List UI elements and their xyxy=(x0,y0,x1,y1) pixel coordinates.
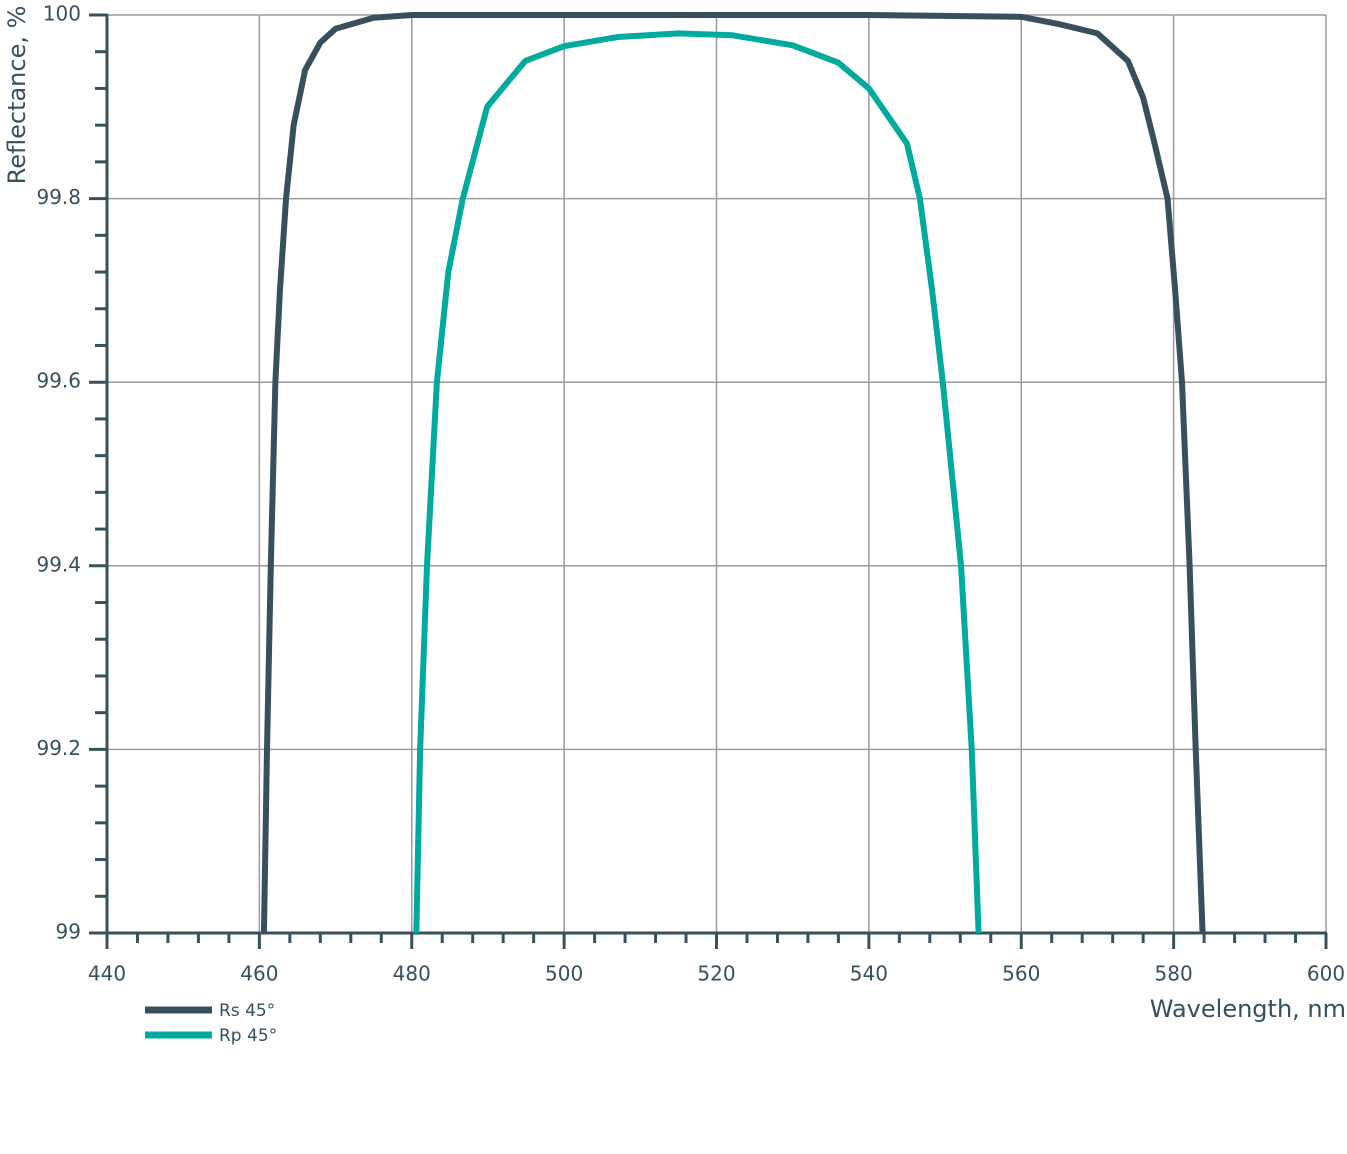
x-tick-label: 480 xyxy=(393,962,431,986)
x-axis-label: Wavelength, nm xyxy=(1150,995,1346,1023)
x-tick-label: 600 xyxy=(1307,962,1345,986)
y-tick-label: 99.6 xyxy=(36,369,81,393)
x-tick-label: 520 xyxy=(697,962,735,986)
y-tick-label: 99.8 xyxy=(36,185,81,209)
x-tick-label: 540 xyxy=(850,962,888,986)
y-tick-label: 99.4 xyxy=(36,552,81,576)
x-tick-label: 560 xyxy=(1002,962,1040,986)
series-line xyxy=(260,12,1206,934)
y-tick-label: 99 xyxy=(56,920,81,944)
series-line xyxy=(413,30,982,934)
x-tick-label: 440 xyxy=(88,962,126,986)
x-tick-label: 580 xyxy=(1155,962,1193,986)
x-tick-label: 500 xyxy=(545,962,583,986)
legend-label: Rp 45° xyxy=(219,1026,277,1046)
y-tick-label: 99.2 xyxy=(36,736,81,760)
x-tick-label: 460 xyxy=(240,962,278,986)
legend-label: Rs 45° xyxy=(219,1001,275,1021)
y-tick-label: 100 xyxy=(43,2,81,26)
y-axis-label: Reflectance, % xyxy=(3,6,31,185)
